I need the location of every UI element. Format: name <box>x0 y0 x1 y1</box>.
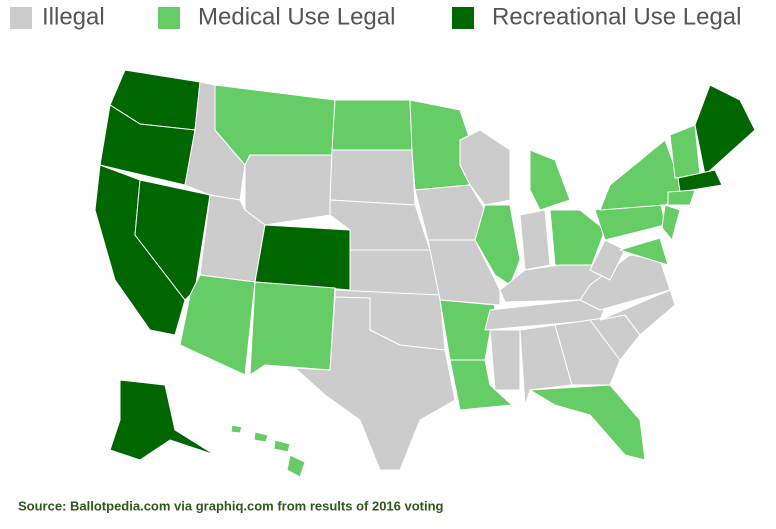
state <box>554 319 621 386</box>
state <box>294 296 456 471</box>
state <box>179 274 256 376</box>
state <box>519 209 551 271</box>
state <box>599 289 676 336</box>
legend-label: Illegal <box>42 3 105 30</box>
state <box>331 99 413 151</box>
legend-swatch <box>10 7 32 29</box>
legend-label: Recreational Use Legal <box>492 3 741 30</box>
state <box>109 379 216 461</box>
legend: Illegal Medical Use Legal Recreational U… <box>10 3 741 30</box>
state <box>529 149 571 211</box>
state <box>529 384 646 461</box>
state <box>489 329 521 391</box>
state <box>329 149 416 206</box>
state <box>459 129 511 206</box>
state <box>230 424 243 434</box>
state <box>244 154 333 226</box>
state <box>667 189 696 206</box>
state <box>694 84 756 176</box>
state <box>669 124 701 179</box>
state <box>414 184 486 241</box>
state <box>253 431 269 443</box>
state <box>249 281 336 376</box>
state <box>661 204 681 241</box>
state <box>519 324 573 406</box>
state <box>286 454 306 478</box>
states <box>94 69 756 478</box>
legend-swatch <box>158 7 180 29</box>
state <box>619 237 669 266</box>
legend-swatch <box>452 7 474 29</box>
state <box>449 359 513 411</box>
state <box>427 239 501 306</box>
state <box>273 439 291 453</box>
legend-label: Medical Use Legal <box>198 3 395 30</box>
state <box>677 169 723 193</box>
source-note: Source: Ballotpedia.com via graphiq.com … <box>18 498 444 513</box>
state <box>579 254 671 311</box>
state <box>349 249 441 296</box>
state <box>254 224 351 291</box>
state <box>549 209 606 271</box>
